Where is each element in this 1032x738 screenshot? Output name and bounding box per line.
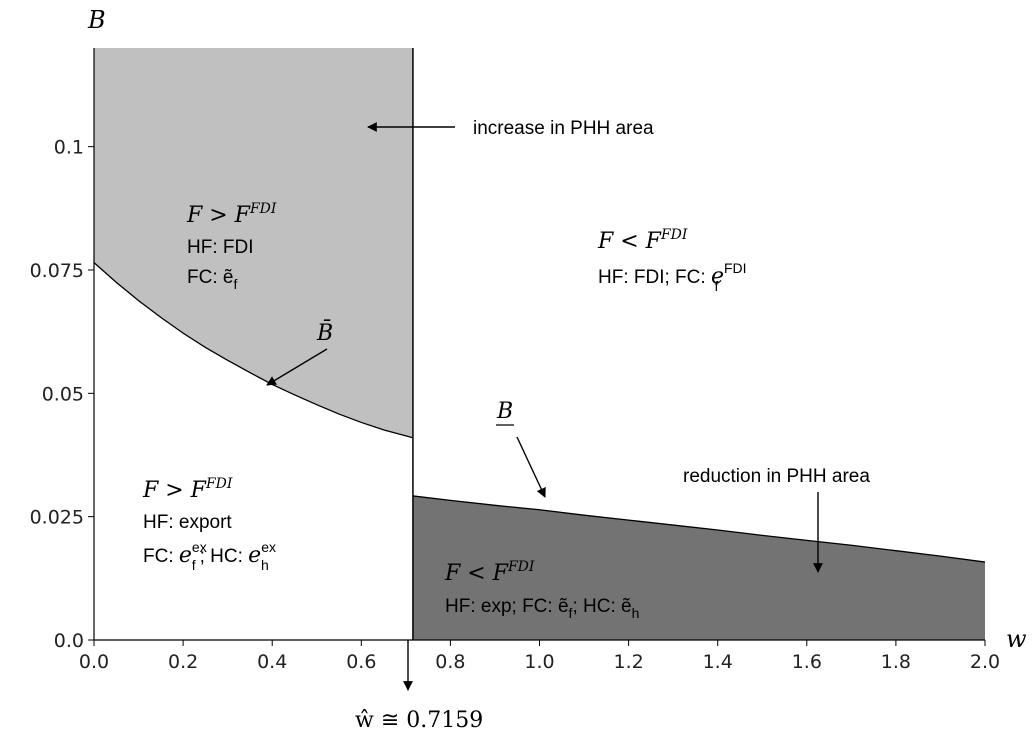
svg-text:HF: exp; FC: ẽf; HC: ẽh: HF: exp; FC: ẽf; HC: ẽh xyxy=(445,596,639,621)
x-tick-group: 0.0 0.2 0.4 0.6 0.8 1.0 1.2 1.4 1.6 1.8 2.0 xyxy=(79,640,1000,673)
x-tick-label: 1.2 xyxy=(613,651,643,673)
svg-text:F < FFDI: F < FFDI xyxy=(597,227,688,254)
y-tick-label: 0.1 xyxy=(54,137,84,159)
fdi-region-upper-left xyxy=(94,48,413,438)
bbar-label: B̄ xyxy=(316,319,333,346)
x-tick-label: 1.0 xyxy=(524,651,554,673)
x-tick-label: 0.2 xyxy=(168,651,198,673)
lower-threshold-curve xyxy=(412,495,986,563)
svg-text:HF: FDI: HF: FDI xyxy=(187,237,254,258)
x-tick-label: 1.8 xyxy=(881,651,911,673)
svg-text:F > FFDI: F > FFDI xyxy=(186,201,277,228)
reduction-label: reduction in PHH area xyxy=(683,466,870,487)
pollution-haven-region-lower-right xyxy=(412,495,985,640)
y-tick-label: 0.0 xyxy=(54,630,84,652)
region-fdi-upper-right-text: F < FFDI HF: FDI; FC: eFDI f xyxy=(597,227,747,294)
x-tick-label: 0.8 xyxy=(435,651,465,673)
bunder-label: B xyxy=(496,399,513,424)
increase-label: increase in PHH area xyxy=(473,118,654,139)
svg-text:HF: export: HF: export xyxy=(143,512,232,533)
x-tick-label: 0.6 xyxy=(346,651,376,673)
x-tick-label: 2.0 xyxy=(970,651,1000,673)
svg-text:F < FFDI: F < FFDI xyxy=(444,559,535,586)
region-export-lower-left-text: F > FFDI HF: export FC: eex f; HC: eex h xyxy=(142,476,276,573)
x-tick-label: 1.4 xyxy=(703,651,733,673)
region-pollution-haven-lower-right-text: F < FFDI HF: exp; FC: ẽf; HC: ẽh xyxy=(444,559,639,621)
y-tick-group: 0.0 0.025 0.05 0.075 0.1 xyxy=(30,137,94,652)
bunder-arrow xyxy=(516,436,546,498)
x-tick-label: 1.6 xyxy=(792,651,822,673)
y-tick-label: 0.025 xyxy=(30,507,84,529)
y-axis-label: B xyxy=(87,6,106,34)
y-tick-label: 0.075 xyxy=(30,260,84,282)
region-fdi-upper-left-text: F > FFDI HF: FDI FC: ẽf xyxy=(186,201,277,292)
svg-text:FC: ẽf: FC: ẽf xyxy=(187,267,237,292)
bbar-arrow xyxy=(266,348,328,386)
upper-threshold-curve xyxy=(93,262,414,439)
x-tick-label: 0.4 xyxy=(257,651,287,673)
x-axis-label: w xyxy=(1006,625,1027,653)
y-tick-label: 0.05 xyxy=(42,383,84,405)
svg-text:F > FFDI: F > FFDI xyxy=(142,476,233,503)
threshold-label: ŵ ≅ 0.7159 xyxy=(355,708,483,733)
x-tick-label: 0.0 xyxy=(79,651,109,673)
